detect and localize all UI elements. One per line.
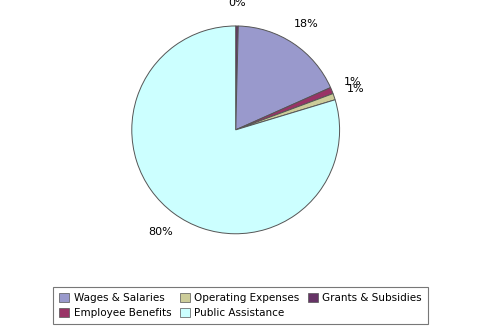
Wedge shape	[132, 26, 339, 234]
Wedge shape	[235, 26, 330, 130]
Text: 80%: 80%	[147, 227, 172, 237]
Text: 1%: 1%	[344, 77, 361, 87]
Text: 1%: 1%	[346, 84, 364, 94]
Legend: Wages & Salaries, Employee Benefits, Operating Expenses, Public Assistance, Gran: Wages & Salaries, Employee Benefits, Ope…	[53, 287, 427, 324]
Text: 18%: 18%	[293, 19, 318, 29]
Wedge shape	[235, 94, 335, 130]
Wedge shape	[235, 88, 332, 130]
Wedge shape	[235, 26, 238, 130]
Text: 0%: 0%	[228, 0, 246, 8]
